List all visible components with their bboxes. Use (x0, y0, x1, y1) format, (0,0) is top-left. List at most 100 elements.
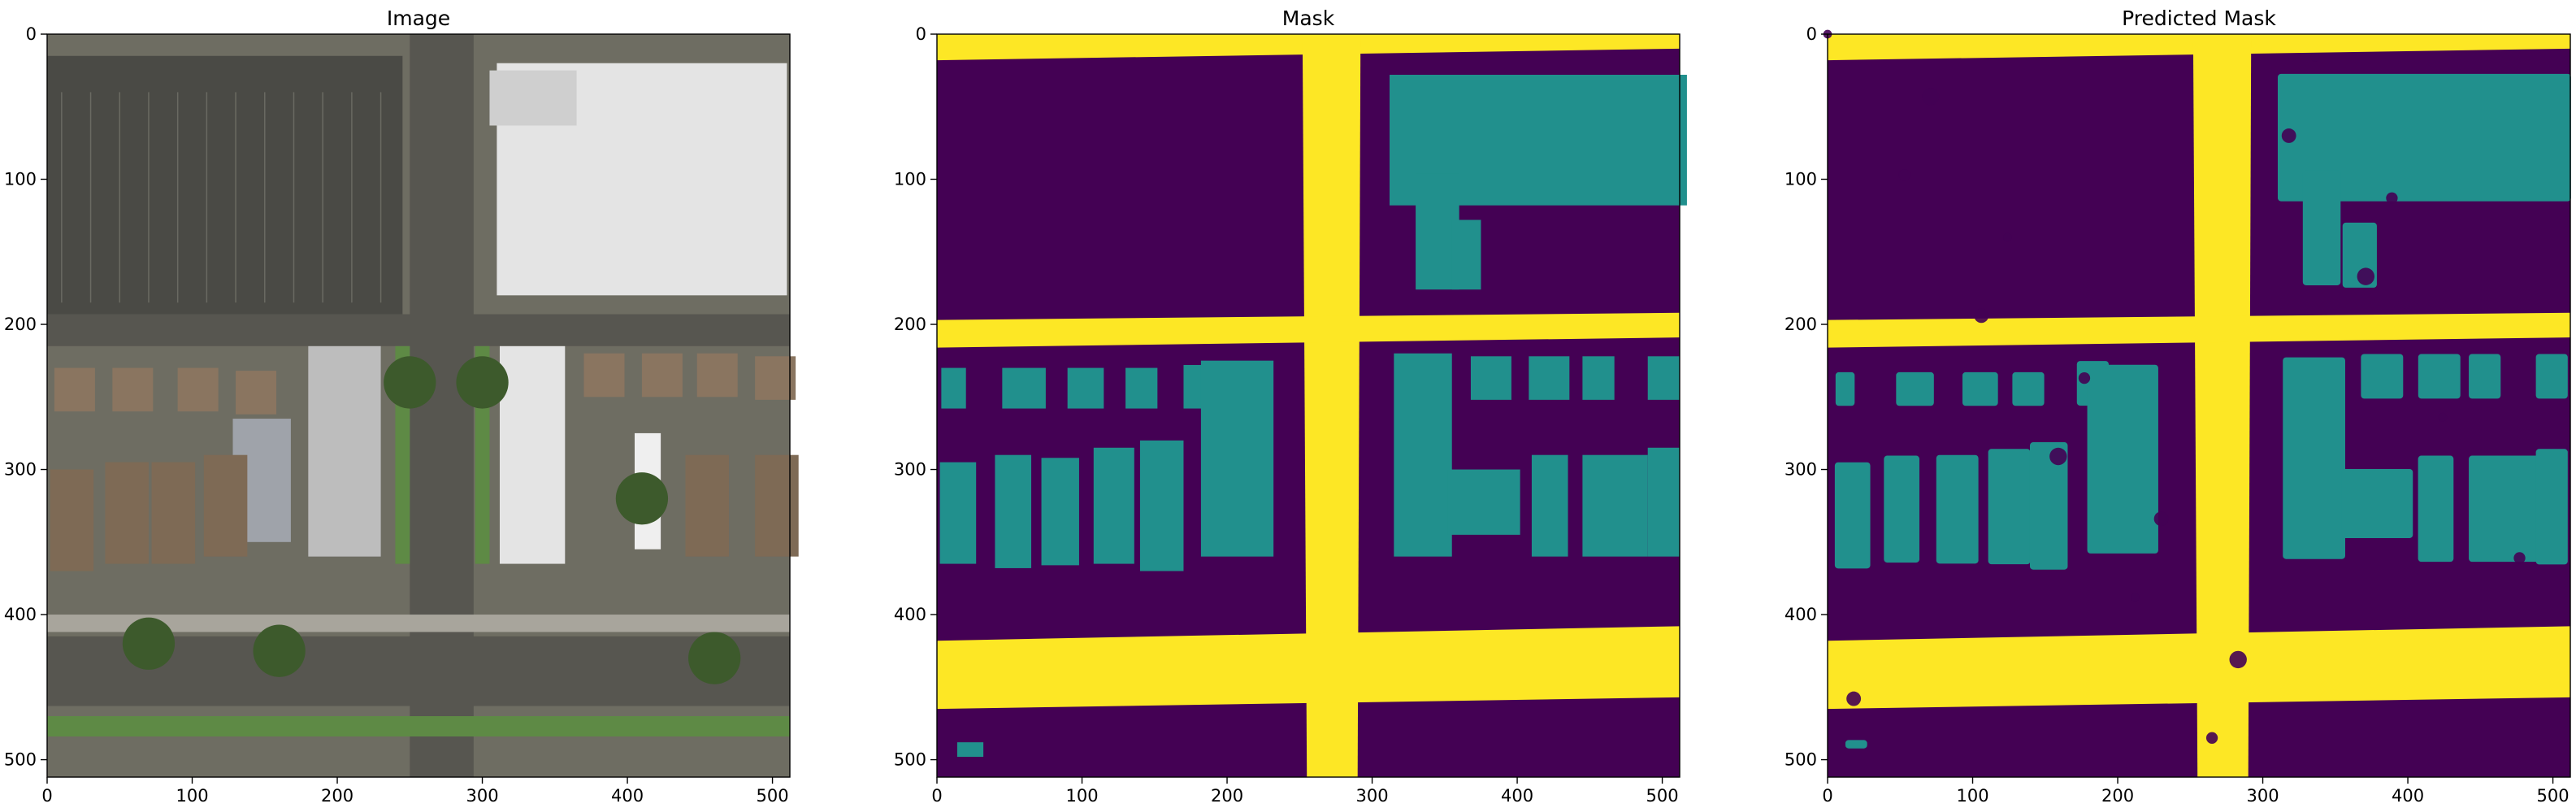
photo-parking-lot (47, 55, 403, 318)
mask-building (2418, 455, 2454, 563)
mask-building (1447, 469, 1520, 535)
y-tick-label: 200 (1785, 315, 1817, 334)
mask-road (937, 626, 1680, 710)
y-tick-label: 400 (1785, 605, 1817, 624)
y-tick-label: 0 (26, 24, 37, 44)
photo-house-roof (177, 367, 219, 412)
mask-building (1896, 371, 1934, 406)
mask-building (2283, 357, 2345, 559)
mask-noise (2438, 412, 2448, 422)
panel-title: Predicted Mask (2122, 7, 2276, 30)
mask-road (937, 312, 1680, 348)
photo-house-roof (203, 454, 248, 557)
y-tick-label: 400 (894, 605, 926, 624)
mask-building (941, 367, 966, 409)
mask-building (1582, 356, 1615, 400)
mask-noise (2049, 447, 2067, 466)
x-tick-label: 100 (1065, 786, 1098, 806)
mask-building (956, 742, 984, 758)
x-tick-label: 200 (321, 786, 353, 806)
x-tick-label: 0 (41, 786, 52, 806)
mask-building (1139, 440, 1184, 571)
x-tick-label: 400 (1501, 786, 1533, 806)
plot-frame (936, 33, 1680, 778)
mask-noise (1922, 88, 1940, 106)
mask-noise (2310, 53, 2320, 62)
photo-building-roof (499, 345, 566, 564)
photo-building-roof (308, 345, 381, 557)
mask-noise (2153, 511, 2169, 527)
y-tick-label: 300 (4, 460, 37, 480)
x-tick-label: 100 (176, 786, 208, 806)
photo-road-horizontal (47, 314, 790, 346)
panel-title: Image (386, 7, 451, 30)
y-tick-label: 200 (4, 315, 37, 334)
photo-tree (615, 472, 669, 525)
mask-building (1845, 740, 1867, 749)
mask-road (2192, 34, 2252, 777)
x-tick-label: 400 (2392, 786, 2424, 806)
mask-building (2535, 354, 2568, 399)
mask-building (1125, 367, 1158, 409)
mask-building (1451, 219, 1481, 290)
mask-building (1582, 454, 1648, 557)
mask-building (1470, 356, 1511, 400)
mask-building (2361, 354, 2404, 399)
x-tick-label: 500 (2537, 786, 2569, 806)
y-tick-label: 300 (1785, 460, 1817, 480)
photo-tree (122, 617, 176, 670)
photo-house-roof (112, 367, 154, 412)
x-tick-label: 200 (2101, 786, 2134, 806)
photo-house-roof (641, 353, 683, 397)
mask-building (1647, 447, 1680, 557)
mask-noise (2131, 593, 2140, 602)
photo-sidewalk (47, 615, 790, 632)
photo-house-roof (755, 356, 796, 400)
mask-building (1647, 356, 1680, 400)
mask-road (1828, 626, 2570, 710)
y-tick-label: 0 (1806, 24, 1817, 44)
x-tick-label: 500 (1646, 786, 1679, 806)
mask-noise (1898, 169, 1910, 181)
mask-building (2012, 371, 2045, 406)
mask-building (2469, 354, 2501, 399)
mask-building (1531, 454, 1568, 557)
mask-building (1067, 367, 1104, 409)
plot-frame (1827, 33, 2571, 778)
mask-noise (1974, 308, 1989, 324)
mask-building (1529, 356, 1570, 400)
mask-building (995, 454, 1032, 568)
mask-noise (2386, 192, 2398, 204)
mask-building (1988, 449, 2031, 565)
mask-road (1302, 34, 1361, 777)
mask-building (1093, 447, 1134, 564)
x-tick-label: 200 (1211, 786, 1243, 806)
y-tick-label: 500 (1785, 750, 1817, 770)
mask-building (2341, 468, 2413, 538)
mask-building (1962, 371, 1998, 406)
y-tick-label: 500 (4, 750, 37, 770)
y-tick-label: 0 (916, 24, 926, 44)
mask-building (1041, 458, 1079, 566)
mask-noise (2281, 128, 2296, 143)
mask-building (1394, 353, 1452, 557)
mask-building (2087, 364, 2158, 554)
photo-tree (253, 624, 306, 677)
photo-house-roof (105, 462, 149, 564)
mask-building (1835, 371, 1855, 406)
y-tick-label: 200 (894, 315, 926, 334)
x-tick-label: 100 (1956, 786, 1988, 806)
mask-building (2535, 449, 2568, 565)
mask-building (2418, 354, 2461, 399)
y-tick-label: 100 (894, 170, 926, 189)
y-tick-label: 400 (4, 605, 37, 624)
mask-building (2469, 455, 2539, 563)
mask-noise (2205, 732, 2218, 744)
photo-house-roof (54, 367, 95, 412)
mask-building (2302, 170, 2341, 285)
photo-tree (384, 356, 436, 409)
